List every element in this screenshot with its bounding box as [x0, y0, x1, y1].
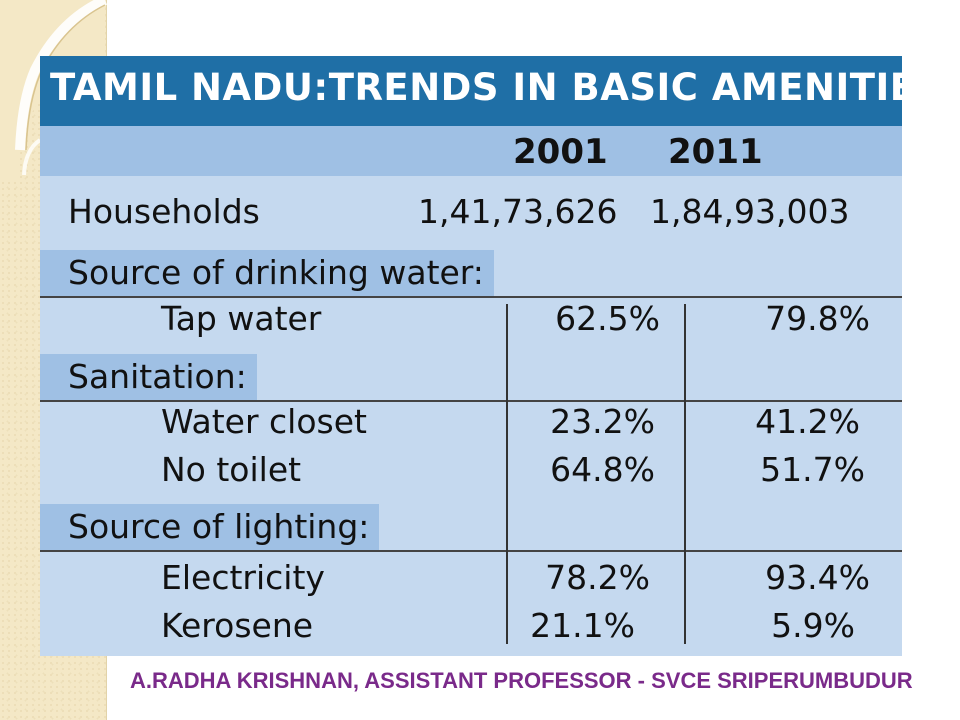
section-lighting: Source of lighting:	[40, 504, 380, 550]
section-drinking-water: Source of drinking water:	[40, 250, 494, 296]
title-bar	[40, 56, 902, 126]
column-divider	[684, 304, 686, 644]
kerosene-2011: 5.9%	[771, 606, 855, 645]
table-title: TAMIL NADU:TRENDS IN BASIC AMENITIES	[50, 66, 902, 109]
electricity-2011: 93.4%	[765, 558, 870, 597]
electricity-2001: 78.2%	[545, 558, 650, 597]
amenities-table: TAMIL NADU:TRENDS IN BASIC AMENITIES 200…	[40, 56, 902, 656]
year-2011-header: 2011	[668, 132, 763, 172]
divider	[40, 550, 902, 552]
row-label-no-toilet: No toilet	[161, 450, 302, 489]
divider	[40, 400, 902, 402]
no-toilet-2011: 51.7%	[760, 450, 865, 489]
author-credit: A.RADHA KRISHNAN, ASSISTANT PROFESSOR - …	[130, 668, 913, 693]
tap-water-2001: 62.5%	[555, 299, 660, 338]
row-label-water-closet: Water closet	[161, 402, 367, 441]
water-closet-2001: 23.2%	[550, 402, 655, 441]
divider	[40, 296, 902, 298]
kerosene-2001: 21.1%	[530, 606, 635, 645]
households-2011: 1,84,93,003	[650, 192, 850, 231]
column-divider	[506, 304, 508, 644]
tap-water-2011: 79.8%	[765, 299, 870, 338]
row-label-electricity: Electricity	[161, 558, 325, 597]
households-2001: 1,41,73,626	[418, 192, 618, 231]
row-label-tap-water: Tap water	[161, 299, 322, 338]
no-toilet-2001: 64.8%	[550, 450, 655, 489]
section-sanitation: Sanitation:	[40, 354, 257, 400]
water-closet-2011: 41.2%	[755, 402, 860, 441]
year-header-band	[40, 126, 902, 176]
households-label: Households	[68, 192, 260, 231]
row-label-kerosene: Kerosene	[161, 606, 314, 645]
year-2001-header: 2001	[513, 132, 608, 172]
